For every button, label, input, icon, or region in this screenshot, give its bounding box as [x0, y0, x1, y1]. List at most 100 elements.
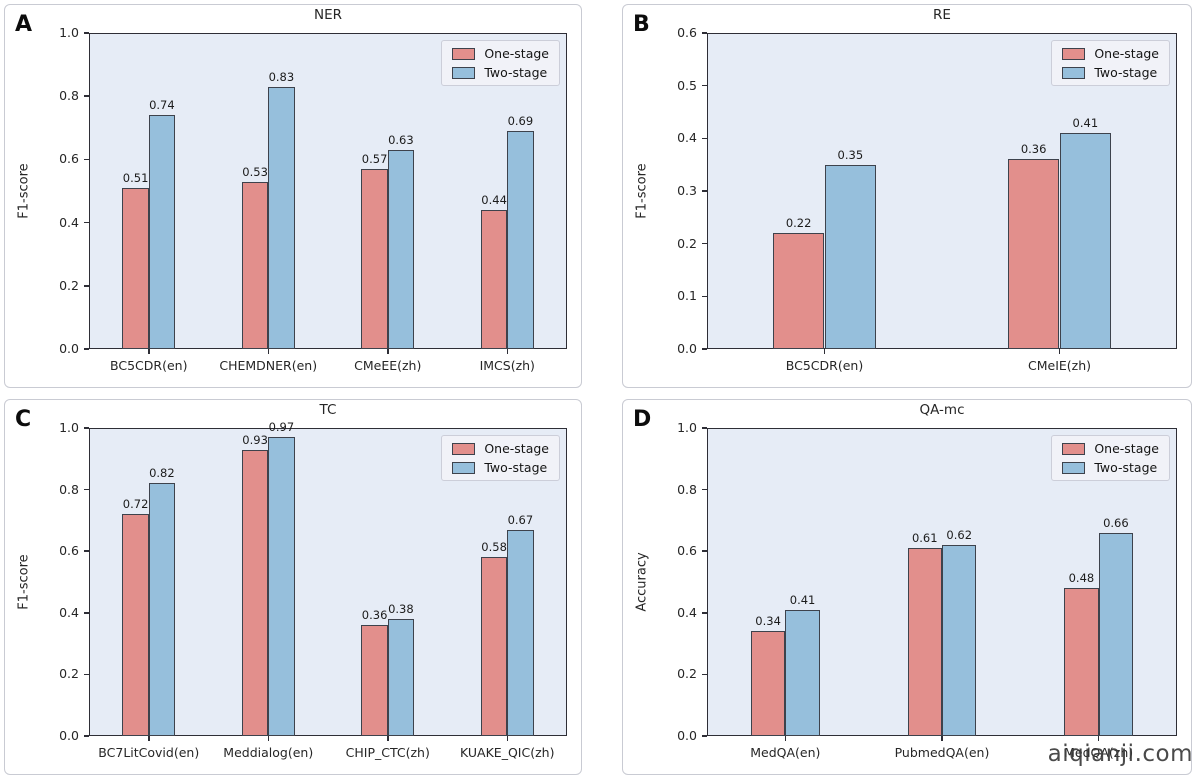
x-tick-mark [506, 736, 508, 741]
bar-value-label: 0.57 [361, 151, 388, 166]
chart-title: TC [319, 402, 337, 418]
bar-value-label: 0.22 [785, 216, 812, 231]
bar-value-label: 0.34 [755, 614, 781, 629]
x-tick-mark [941, 736, 943, 741]
bar-value-label: 0.35 [837, 147, 864, 162]
legend-label: Two-stage [1094, 65, 1158, 80]
legend-swatch-one-stage [1062, 442, 1086, 455]
y-tick-mark [702, 32, 707, 34]
y-axis-label: F1-score [634, 163, 650, 219]
x-tick-mark [148, 349, 150, 354]
bar-value-label: 0.82 [149, 466, 175, 481]
panel-d: D QA-mc Accuracy 0.0 0.2 0.4 0.6 0.8 1.0 MedQA(e… [622, 399, 1192, 775]
y-axis-label: Accuracy [634, 552, 650, 612]
bar-two-stage-3 [387, 618, 415, 736]
panel-b: B RE F1-score 0.0 0.1 0.2 0.3 0.4 0.5 0.6 BC5CDR(… [622, 4, 1192, 388]
y-axis-label: F1-score [16, 554, 32, 610]
x-tick-label: CMeIE(zh) [1027, 358, 1092, 373]
panel-label-c: C [10, 409, 39, 434]
y-tick-label: 0.8 [59, 88, 79, 104]
legend-label: Two-stage [484, 65, 548, 80]
y-tick-mark [702, 348, 707, 350]
y-tick-mark [84, 550, 89, 552]
x-tick-mark [823, 349, 826, 354]
y-tick-label: 0.4 [59, 214, 79, 230]
y-tick-label: 0.3 [677, 183, 697, 198]
y-tick-mark [702, 550, 707, 552]
y-tick-mark [84, 285, 89, 287]
x-tick-mark [1058, 349, 1061, 354]
x-tick-mark [506, 349, 508, 354]
y-tick-mark [84, 348, 89, 350]
bar-two-stage-2 [268, 437, 295, 736]
y-tick-mark [702, 84, 707, 87]
bar-one-stage-3 [361, 168, 388, 349]
panel-label-b: B [628, 14, 657, 39]
y-tick-mark [84, 95, 89, 97]
bar-value-label: 0.69 [507, 113, 534, 128]
y-tick-label: 0.6 [59, 151, 79, 167]
bar-one-stage-2 [241, 449, 269, 736]
bar-value-label: 0.38 [388, 601, 414, 616]
bar-one-stage-2 [1007, 159, 1060, 349]
bar-two-stage-4 [507, 529, 534, 736]
bar-value-label: 0.58 [481, 540, 507, 555]
y-tick-label: 1.0 [59, 420, 79, 435]
panel-c: C TC F1-score 0.0 0.2 0.4 0.6 0.8 1.0 BC7LitCovi… [4, 399, 582, 775]
bar-two-stage-2 [1059, 133, 1112, 349]
bar-value-label: 0.41 [1072, 116, 1099, 131]
chart-qa-mc: QA-mc Accuracy 0.0 0.2 0.4 0.6 0.8 1.0 MedQA(en)… [623, 400, 1191, 774]
bar-one-stage-2 [241, 181, 269, 349]
x-tick-label: KUAKE_QIC(zh) [460, 745, 555, 760]
bar-value-label: 0.36 [361, 608, 388, 623]
y-tick-label: 1.0 [59, 25, 79, 40]
legend-swatch-two-stage [1062, 461, 1086, 474]
y-tick-label: 1.0 [677, 420, 697, 435]
chart-title: RE [933, 7, 951, 23]
y-tick-label: 0.0 [59, 341, 79, 356]
y-tick-mark [84, 32, 89, 34]
bar-one-stage-3 [361, 625, 388, 736]
y-tick-label: 0.6 [59, 543, 79, 559]
panel-a: A NER F1-score 0.0 0.2 0.4 0.6 0.8 1.0 BC5CDR(en… [4, 4, 582, 388]
legend-item-two-stage: Two-stage [452, 460, 549, 475]
x-tick-mark [267, 349, 269, 354]
bar-one-stage-1 [122, 514, 149, 736]
y-tick-label: 0.4 [677, 604, 697, 620]
y-tick-mark [84, 735, 89, 737]
bar-value-label: 0.97 [268, 420, 295, 435]
x-tick-mark [387, 349, 389, 354]
y-tick-mark [702, 612, 707, 614]
bar-two-stage-1 [824, 164, 877, 349]
bar-two-stage-4 [507, 130, 534, 349]
y-tick-label: 0.8 [59, 481, 79, 497]
bar-two-stage-2 [268, 86, 295, 349]
x-tick-mark [1097, 736, 1100, 741]
x-tick-label: PubmedQA(en) [894, 745, 990, 760]
bar-two-stage-3 [387, 149, 415, 349]
y-tick-mark [84, 427, 89, 429]
y-tick-mark [84, 158, 89, 161]
legend: One-stage Two-stage [1051, 435, 1170, 481]
y-tick-mark [702, 488, 707, 491]
bar-value-label: 0.62 [946, 528, 973, 543]
y-tick-label: 0.6 [677, 25, 697, 40]
legend-swatch-two-stage [452, 66, 476, 79]
y-axis-label: F1-score [16, 163, 32, 219]
chart-title: QA-mc [919, 402, 965, 418]
y-tick-label: 0.0 [677, 728, 697, 743]
legend-swatch-one-stage [1062, 47, 1086, 60]
x-tick-label: MedQA(en) [750, 745, 821, 760]
chart-tc: TC F1-score 0.0 0.2 0.4 0.6 0.8 1.0 BC7LitCovid(… [5, 400, 581, 774]
y-tick-label: 0.5 [677, 77, 697, 93]
legend: One-stage Two-stage [441, 435, 560, 481]
legend-label: One-stage [484, 46, 549, 61]
y-tick-label: 0.2 [677, 666, 697, 682]
watermark-text: aiqianji.com [1047, 741, 1193, 767]
bar-value-label: 0.36 [1020, 142, 1047, 157]
legend: One-stage Two-stage [441, 40, 560, 86]
bar-value-label: 0.67 [507, 512, 534, 527]
bar-value-label: 0.53 [242, 164, 268, 179]
legend-label: Two-stage [1094, 460, 1158, 475]
